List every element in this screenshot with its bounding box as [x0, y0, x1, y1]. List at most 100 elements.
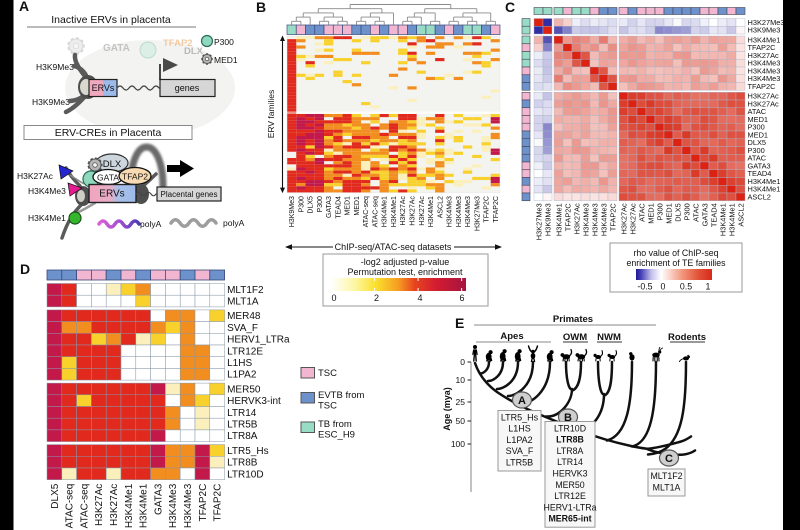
svg-text:H3K4Me1: H3K4Me1 — [718, 203, 727, 236]
svg-text:L1PA2: L1PA2 — [506, 435, 532, 445]
svg-text:TSC: TSC — [318, 368, 337, 379]
svg-text:TFAP2: TFAP2 — [163, 38, 193, 49]
svg-text:H3K27Me3: H3K27Me3 — [748, 18, 785, 27]
svg-text:0: 0 — [460, 357, 465, 367]
svg-text:H3K27Ac: H3K27Ac — [748, 92, 780, 101]
svg-text:TFAP2C: TFAP2C — [213, 484, 224, 522]
svg-text:LTR8A: LTR8A — [557, 446, 584, 456]
svg-text:Age (mya): Age (mya) — [442, 387, 452, 431]
svg-text:MED1: MED1 — [345, 196, 352, 216]
svg-text:4: 4 — [417, 293, 422, 303]
svg-text:LTR5B: LTR5B — [506, 458, 533, 468]
svg-text:Primates: Primates — [553, 314, 593, 325]
svg-text:MER48: MER48 — [227, 311, 261, 322]
svg-text:H3K4Me1: H3K4Me1 — [748, 177, 781, 186]
svg-text:P300: P300 — [682, 203, 691, 220]
svg-text:25: 25 — [456, 397, 466, 407]
svg-text:DLX5: DLX5 — [748, 138, 767, 147]
svg-text:L1HS: L1HS — [508, 424, 531, 434]
svg-text:H3K4Me3: H3K4Me3 — [748, 66, 781, 75]
svg-text:MED1: MED1 — [354, 196, 361, 216]
svg-text:B: B — [256, 0, 266, 15]
svg-text:DLX5: DLX5 — [308, 196, 315, 214]
svg-text:H3K4Me3: H3K4Me3 — [590, 203, 599, 236]
svg-text:rho value of ChIP-seq: rho value of ChIP-seq — [633, 248, 718, 258]
svg-text:H3K27Ac: H3K27Ac — [410, 196, 417, 226]
svg-text:H3K4Me3: H3K4Me3 — [28, 186, 66, 196]
svg-text:ATAC-seq: ATAC-seq — [372, 196, 379, 227]
svg-text:H3K27Me3: H3K27Me3 — [534, 203, 543, 240]
svg-text:Permutation test, enrichment: Permutation test, enrichment — [347, 267, 463, 277]
svg-text:EVTB from: EVTB from — [318, 390, 365, 401]
svg-text:A: A — [518, 395, 526, 407]
svg-text:HERV1_LTRa: HERV1_LTRa — [227, 335, 290, 346]
svg-text:Rodents: Rodents — [668, 332, 706, 343]
svg-text:ATAC: ATAC — [748, 107, 767, 116]
svg-text:H3K27Ac: H3K27Ac — [94, 484, 105, 526]
svg-text:H3K9Me3: H3K9Me3 — [748, 26, 781, 35]
svg-text:P300: P300 — [748, 146, 765, 155]
svg-text:DLX5: DLX5 — [673, 203, 682, 222]
svg-text:ERV families: ERV families — [266, 90, 276, 139]
svg-text:MER65-int: MER65-int — [548, 514, 591, 524]
svg-text:H3K4Me1: H3K4Me1 — [28, 213, 66, 223]
svg-text:MLT1F2: MLT1F2 — [650, 471, 682, 481]
svg-text:-0.5: -0.5 — [637, 282, 652, 292]
svg-text:100: 100 — [451, 439, 465, 449]
svg-text:0.5: 0.5 — [680, 282, 692, 292]
svg-text:H3K27Ac: H3K27Ac — [619, 203, 628, 235]
svg-text:H3K4Me3: H3K4Me3 — [447, 196, 454, 227]
svg-text:TFAP2C: TFAP2C — [748, 43, 777, 52]
svg-text:DLX: DLX — [184, 46, 204, 57]
svg-text:OWM: OWM — [563, 332, 587, 343]
svg-text:P300: P300 — [298, 196, 305, 212]
svg-text:D: D — [20, 261, 30, 277]
svg-text:GATA3: GATA3 — [748, 161, 771, 170]
svg-text:6: 6 — [459, 293, 464, 303]
svg-text:Apes: Apes — [500, 331, 523, 342]
svg-text:DLX: DLX — [103, 159, 122, 170]
svg-text:10: 10 — [456, 375, 466, 385]
svg-text:DLX5: DLX5 — [50, 483, 61, 508]
svg-text:TFAP2C: TFAP2C — [198, 484, 209, 522]
svg-text:MLT1A: MLT1A — [653, 483, 681, 493]
svg-text:ERVs: ERVs — [99, 189, 124, 200]
svg-text:ASCL2: ASCL2 — [437, 196, 444, 218]
svg-text:MER50: MER50 — [555, 480, 584, 490]
svg-text:Inactive ERVs in placenta: Inactive ERVs in placenta — [51, 14, 171, 26]
svg-text:TFAP2C: TFAP2C — [748, 82, 777, 91]
svg-text:LTR10D: LTR10D — [554, 423, 586, 433]
svg-text:H3K27Ac: H3K27Ac — [109, 484, 120, 526]
svg-text:LTR5_Hs: LTR5_Hs — [501, 412, 539, 422]
svg-text:H3K4Me1: H3K4Me1 — [428, 196, 435, 227]
svg-text:TSC: TSC — [318, 401, 337, 412]
svg-text:TFAP2C: TFAP2C — [484, 196, 491, 222]
svg-text:enrichment of TE families: enrichment of TE families — [626, 258, 726, 268]
svg-text:LTR8B: LTR8B — [556, 435, 584, 445]
svg-text:TFAP2C: TFAP2C — [608, 203, 617, 232]
svg-text:L1PA2: L1PA2 — [227, 370, 257, 381]
svg-text:TFAP2C: TFAP2C — [493, 196, 500, 222]
svg-text:TFAP2: TFAP2 — [122, 172, 148, 182]
svg-text:H3K4Me1: H3K4Me1 — [391, 196, 398, 227]
svg-text:H3K4Me1: H3K4Me1 — [124, 483, 135, 528]
svg-text:50: 50 — [456, 416, 466, 426]
svg-text:H3K4Me3: H3K4Me3 — [581, 203, 590, 236]
svg-text:MED1: MED1 — [748, 130, 769, 139]
svg-text:B: B — [564, 412, 572, 424]
svg-text:GATA: GATA — [97, 173, 119, 183]
svg-text:polyA: polyA — [140, 219, 162, 229]
svg-text:LTR5_Hs: LTR5_Hs — [227, 446, 269, 457]
svg-text:C: C — [505, 0, 515, 15]
svg-text:Placental genes: Placental genes — [161, 190, 218, 199]
svg-text:H3K4Me3: H3K4Me3 — [599, 203, 608, 236]
svg-text:0: 0 — [661, 282, 666, 292]
svg-text:ChIP-seq/ATAC-seq datasets: ChIP-seq/ATAC-seq datasets — [335, 242, 452, 252]
svg-text:ERV-CREs in Placenta: ERV-CREs in Placenta — [55, 127, 162, 139]
svg-text:LTR10D: LTR10D — [227, 469, 264, 480]
svg-text:ATAC: ATAC — [637, 203, 646, 222]
svg-text:TEAD4: TEAD4 — [709, 203, 718, 227]
svg-text:LTR5B: LTR5B — [227, 420, 258, 431]
svg-text:SVA_F: SVA_F — [227, 323, 258, 334]
svg-text:E: E — [455, 315, 464, 331]
